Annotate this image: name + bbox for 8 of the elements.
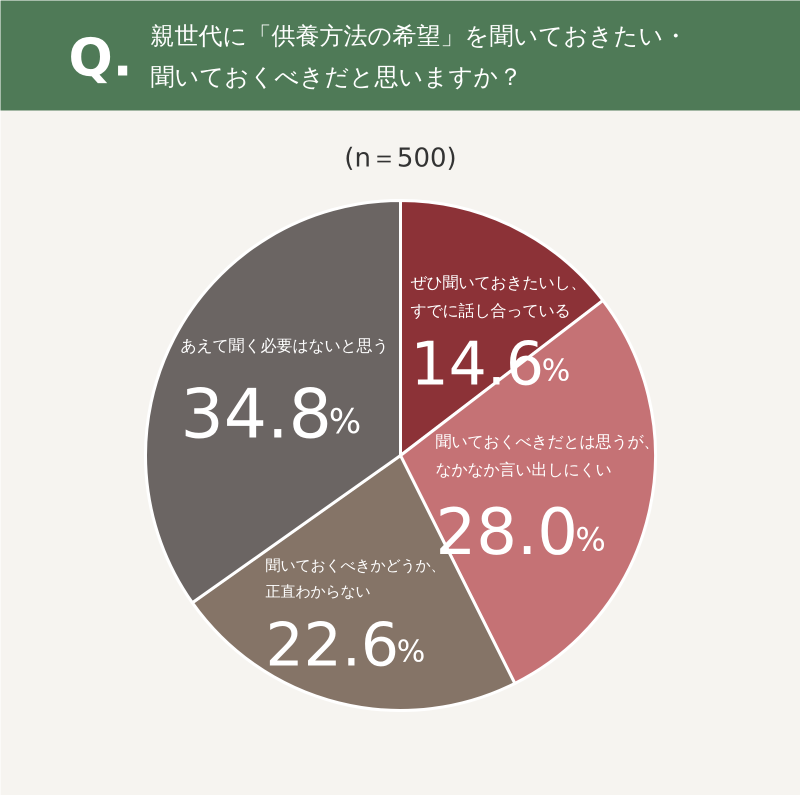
slice-label: あえて聞く必要はないと思う — [180, 336, 388, 355]
text: Q. — [68, 28, 132, 88]
data-label: 34.8% — [180, 376, 362, 454]
chart-title: 親世代に「供養方法の希望」を聞いておきたい・聞いておくべきだと思いますか？ — [150, 22, 688, 91]
slice-label: 聞いておくべきだとは思うが、なかなか言い出しにくい — [436, 432, 660, 479]
data-label: 22.6% — [266, 610, 426, 680]
slice-label: ぜひ聞いておきたいし、すでに話し合っている — [410, 273, 586, 320]
chart-subtitle: (n＝500) — [344, 144, 457, 174]
